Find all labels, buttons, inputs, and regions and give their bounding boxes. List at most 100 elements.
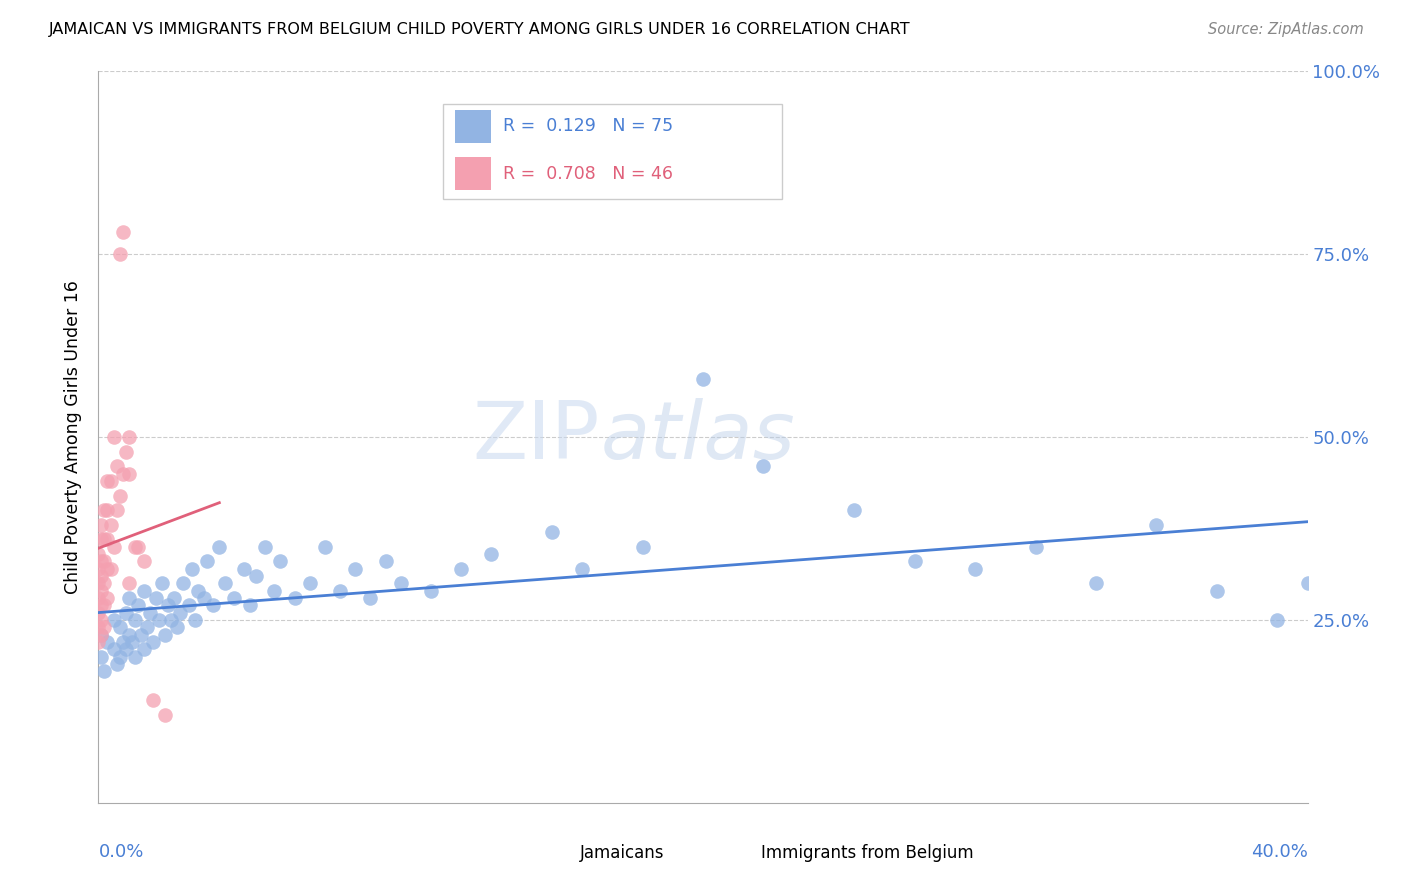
- Point: [111, 225, 134, 239]
- Point: [100, 517, 122, 532]
- Point: [90, 569, 112, 583]
- Point: [90, 554, 112, 568]
- Point: [87, 591, 110, 605]
- Point: [132, 642, 155, 657]
- Point: [103, 540, 125, 554]
- FancyBboxPatch shape: [456, 157, 492, 190]
- Point: [329, 583, 352, 598]
- Point: [169, 606, 191, 620]
- Text: ZIP: ZIP: [472, 398, 600, 476]
- Point: [132, 583, 155, 598]
- Point: [96, 503, 118, 517]
- Point: [100, 474, 122, 488]
- Point: [127, 540, 149, 554]
- Point: [87, 547, 110, 561]
- Point: [108, 620, 131, 634]
- Point: [374, 554, 396, 568]
- Text: Source: ZipAtlas.com: Source: ZipAtlas.com: [1208, 22, 1364, 37]
- Point: [100, 562, 122, 576]
- Point: [193, 591, 215, 605]
- Point: [904, 554, 927, 568]
- Point: [103, 430, 125, 444]
- Point: [118, 430, 141, 444]
- Point: [263, 583, 285, 598]
- Point: [202, 599, 225, 613]
- Point: [90, 517, 112, 532]
- Point: [245, 569, 267, 583]
- Point: [93, 664, 115, 678]
- Point: [90, 649, 112, 664]
- Point: [96, 635, 118, 649]
- Point: [752, 459, 775, 474]
- Point: [114, 642, 136, 657]
- Point: [96, 533, 118, 547]
- Point: [90, 613, 112, 627]
- Point: [844, 503, 866, 517]
- Point: [299, 576, 322, 591]
- FancyBboxPatch shape: [443, 104, 782, 200]
- Point: [420, 583, 443, 598]
- Point: [118, 591, 141, 605]
- FancyBboxPatch shape: [456, 110, 492, 143]
- Point: [114, 444, 136, 458]
- Point: [631, 540, 654, 554]
- Point: [142, 693, 165, 707]
- Point: [284, 591, 307, 605]
- Point: [163, 591, 186, 605]
- Point: [108, 649, 131, 664]
- Point: [105, 503, 128, 517]
- Point: [111, 467, 134, 481]
- Point: [93, 576, 115, 591]
- Point: [145, 591, 167, 605]
- Point: [184, 613, 207, 627]
- Point: [111, 635, 134, 649]
- Point: [121, 635, 143, 649]
- Point: [108, 489, 131, 503]
- Point: [90, 627, 112, 641]
- Point: [105, 459, 128, 474]
- Text: JAMAICAN VS IMMIGRANTS FROM BELGIUM CHILD POVERTY AMONG GIRLS UNDER 16 CORRELATI: JAMAICAN VS IMMIGRANTS FROM BELGIUM CHIL…: [49, 22, 911, 37]
- Point: [93, 503, 115, 517]
- Point: [965, 562, 987, 576]
- Point: [389, 576, 412, 591]
- Point: [344, 562, 367, 576]
- Text: Jamaicans: Jamaicans: [579, 844, 664, 862]
- Point: [90, 583, 112, 598]
- Point: [127, 599, 149, 613]
- Point: [1024, 540, 1046, 554]
- Point: [93, 620, 115, 634]
- Text: R =  0.129   N = 75: R = 0.129 N = 75: [503, 117, 673, 136]
- Text: atlas: atlas: [600, 398, 794, 476]
- Point: [90, 627, 112, 641]
- Point: [153, 708, 176, 723]
- Point: [1144, 517, 1167, 532]
- Point: [135, 620, 157, 634]
- Point: [118, 627, 141, 641]
- Point: [90, 533, 112, 547]
- Point: [450, 562, 472, 576]
- Point: [1206, 583, 1229, 598]
- Point: [195, 554, 218, 568]
- Point: [96, 562, 118, 576]
- Point: [124, 540, 146, 554]
- Point: [214, 576, 236, 591]
- Point: [481, 547, 503, 561]
- Point: [153, 627, 176, 641]
- Point: [150, 576, 173, 591]
- Point: [239, 599, 262, 613]
- Point: [571, 562, 593, 576]
- Point: [181, 562, 204, 576]
- Point: [87, 562, 110, 576]
- Point: [253, 540, 276, 554]
- Point: [1296, 576, 1319, 591]
- Point: [103, 642, 125, 657]
- Point: [179, 599, 201, 613]
- Point: [108, 247, 131, 261]
- Point: [87, 620, 110, 634]
- Point: [105, 657, 128, 671]
- Point: [93, 599, 115, 613]
- Point: [692, 371, 714, 385]
- Point: [172, 576, 194, 591]
- Point: [1267, 613, 1289, 627]
- Point: [187, 583, 209, 598]
